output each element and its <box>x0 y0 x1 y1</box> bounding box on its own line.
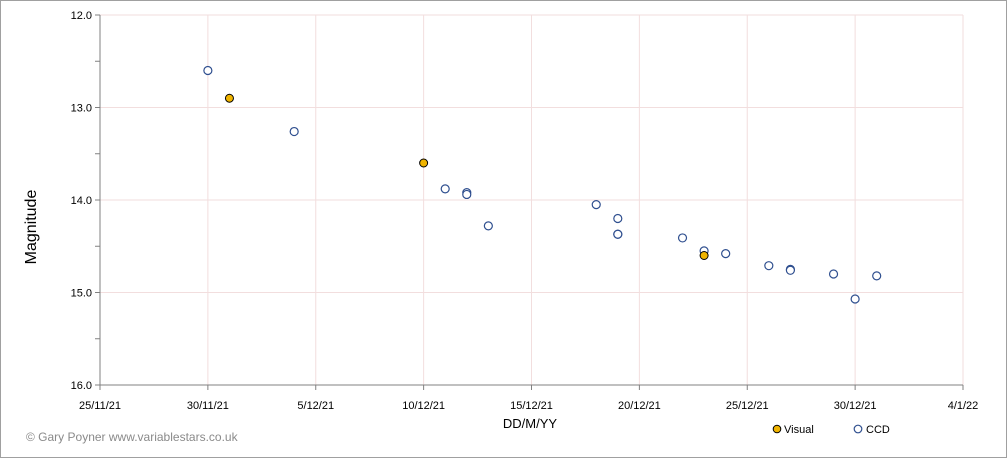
ccd-point <box>613 213 623 224</box>
legend-ccd-marker <box>853 424 863 434</box>
x-tick-label: 10/12/21 <box>402 400 445 412</box>
ccd-point <box>764 261 774 271</box>
ccd-point <box>613 229 623 239</box>
x-tick-label: 20/12/21 <box>618 400 661 412</box>
visual-point <box>224 93 234 103</box>
visual-point <box>419 158 429 168</box>
x-tick-label: 30/11/21 <box>187 400 229 412</box>
x-tick-label: 25/12/21 <box>726 400 769 412</box>
ccd-point <box>462 189 472 200</box>
ccd-point <box>677 233 688 243</box>
y-tick-label: 15.0 <box>71 288 92 300</box>
grid <box>100 14 964 385</box>
ccd-point <box>828 269 839 279</box>
y-tick-label: 16.0 <box>71 380 92 392</box>
x-tick-label: 30/12/21 <box>834 400 877 412</box>
visual-point <box>699 251 709 260</box>
legend-visual-label: Visual <box>784 424 814 436</box>
ccd-point <box>785 265 796 275</box>
x-axis-title: DD/M/YY <box>503 416 558 431</box>
tick-labels: 12.0 13.0 14.0 15.0 16.0 25/11/21 30/11/21 5/12… <box>71 10 979 412</box>
legend-visual-marker <box>772 424 782 434</box>
y-tick-label: 14.0 <box>71 195 92 207</box>
legend: Visual CCD <box>772 424 890 436</box>
ccd-point <box>850 294 860 304</box>
x-tick-label: 15/12/21 <box>510 400 553 412</box>
x-tick-label: 5/12/21 <box>297 400 334 412</box>
ccd-point <box>872 271 882 281</box>
y-tick-label: 13.0 <box>71 103 92 115</box>
ccd-point <box>483 221 493 231</box>
x-tick-label: 25/11/21 <box>79 400 121 412</box>
x-tick-label: 4/1/22 <box>948 400 979 412</box>
ccd-point <box>721 249 731 259</box>
legend-ccd-label: CCD <box>866 424 890 436</box>
axes <box>95 14 964 390</box>
ccd-point <box>591 200 601 210</box>
ccd-point <box>289 126 299 137</box>
ccd-point <box>440 184 450 194</box>
ccd-point <box>203 65 213 76</box>
credit-text: © Gary Poyner www.variablestars.co.uk <box>26 430 239 444</box>
data-points <box>203 65 882 304</box>
y-tick-label: 12.0 <box>71 10 92 22</box>
y-axis-title: Magnitude <box>23 190 40 265</box>
